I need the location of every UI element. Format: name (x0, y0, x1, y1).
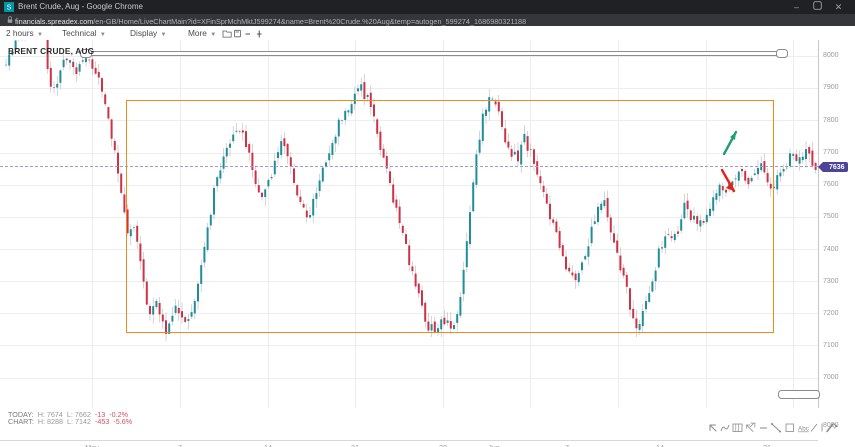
svg-text:S: S (7, 5, 12, 12)
svg-text:Abc: Abc (798, 426, 809, 433)
